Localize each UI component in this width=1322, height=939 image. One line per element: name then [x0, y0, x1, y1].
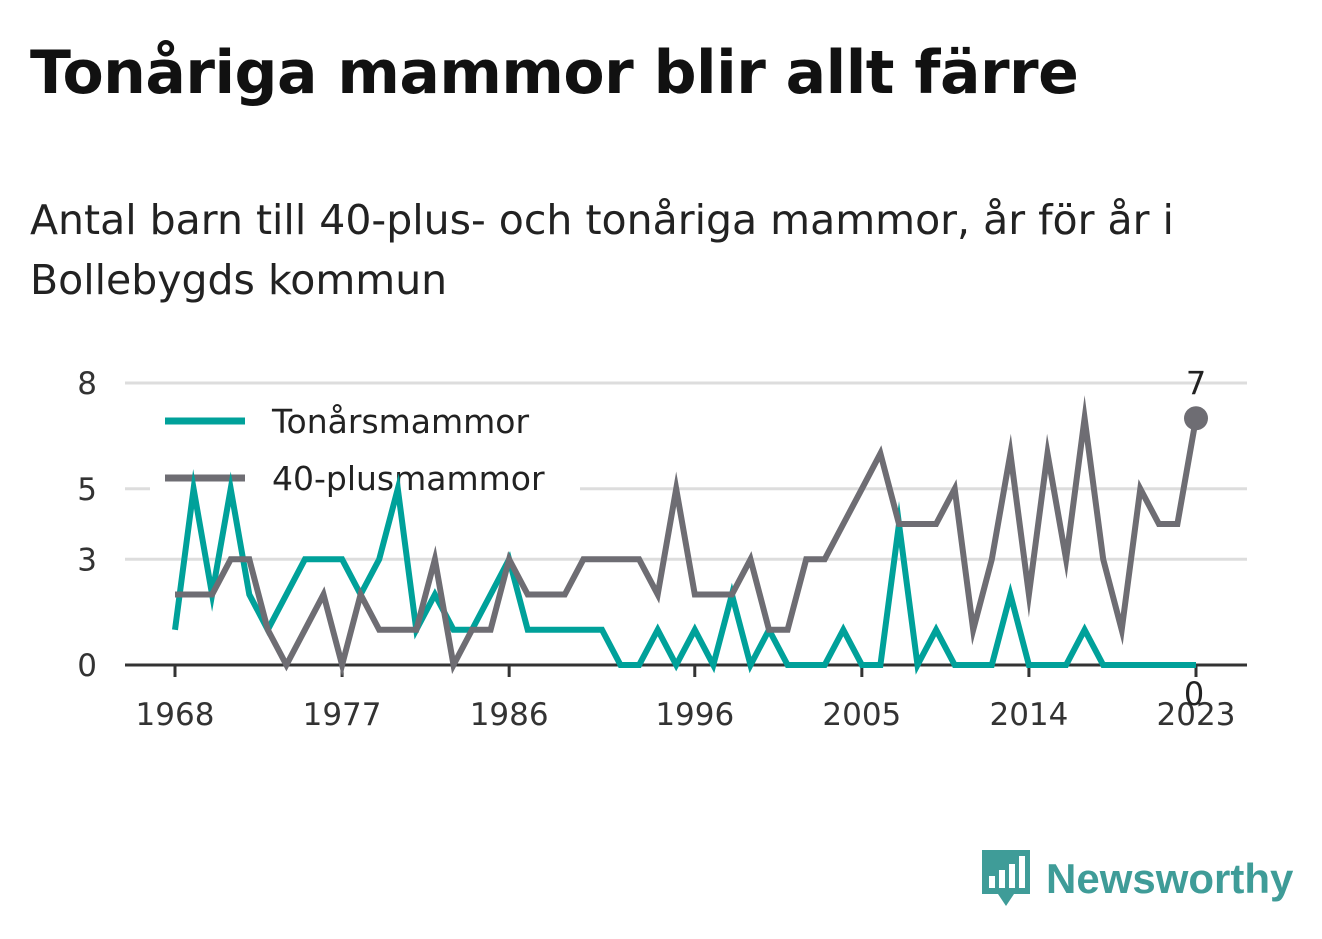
legend-background [150, 392, 580, 504]
legend-label-tonarsmammor: Tonårsmammor [271, 402, 529, 441]
x-tick-label: 1968 [136, 697, 215, 733]
series-lines [172, 395, 1199, 677]
chart-subtitle: Antal barn till 40-plus- och tonåriga ma… [30, 196, 1174, 304]
x-tick-label: 1986 [470, 697, 549, 733]
newsworthy-logo-icon [982, 850, 1030, 906]
x-tick-label: 2005 [822, 697, 901, 733]
end-label-40-plusmammor: 7 [1186, 364, 1206, 402]
y-axis-ticks: 0 3 5 8 [77, 366, 97, 684]
legend-label-40-plusmammor: 40-plusmammor [272, 459, 545, 498]
brand-logo: Newsworthy [980, 848, 1293, 910]
x-tick-label: 2023 [1157, 697, 1236, 733]
end-marker-40-plusmammor [1184, 406, 1208, 431]
y-tick-label: 5 [77, 472, 97, 508]
y-tick-label: 3 [77, 542, 97, 578]
x-axis-ticks: 1968 1977 1986 1996 2005 2014 2023 [136, 665, 1236, 733]
y-tick-label: 8 [77, 366, 97, 402]
end-label-tonarsmammor: 0 [1184, 675, 1204, 713]
y-tick-label: 0 [77, 648, 97, 684]
chart-title: Tonåriga mammor blir allt färre [30, 38, 1079, 108]
legend: Tonårsmammor 40-plusmammor [150, 392, 580, 504]
series-line-40-plusmammor [175, 395, 1199, 677]
end-labels: 70 [1184, 364, 1208, 713]
x-tick-label: 2014 [989, 697, 1068, 733]
x-tick-label: 1977 [303, 697, 382, 733]
series-line-tonarsmammor [172, 469, 1196, 675]
brand-name: Newsworthy [1046, 855, 1294, 902]
x-tick-label: 1996 [655, 697, 734, 733]
